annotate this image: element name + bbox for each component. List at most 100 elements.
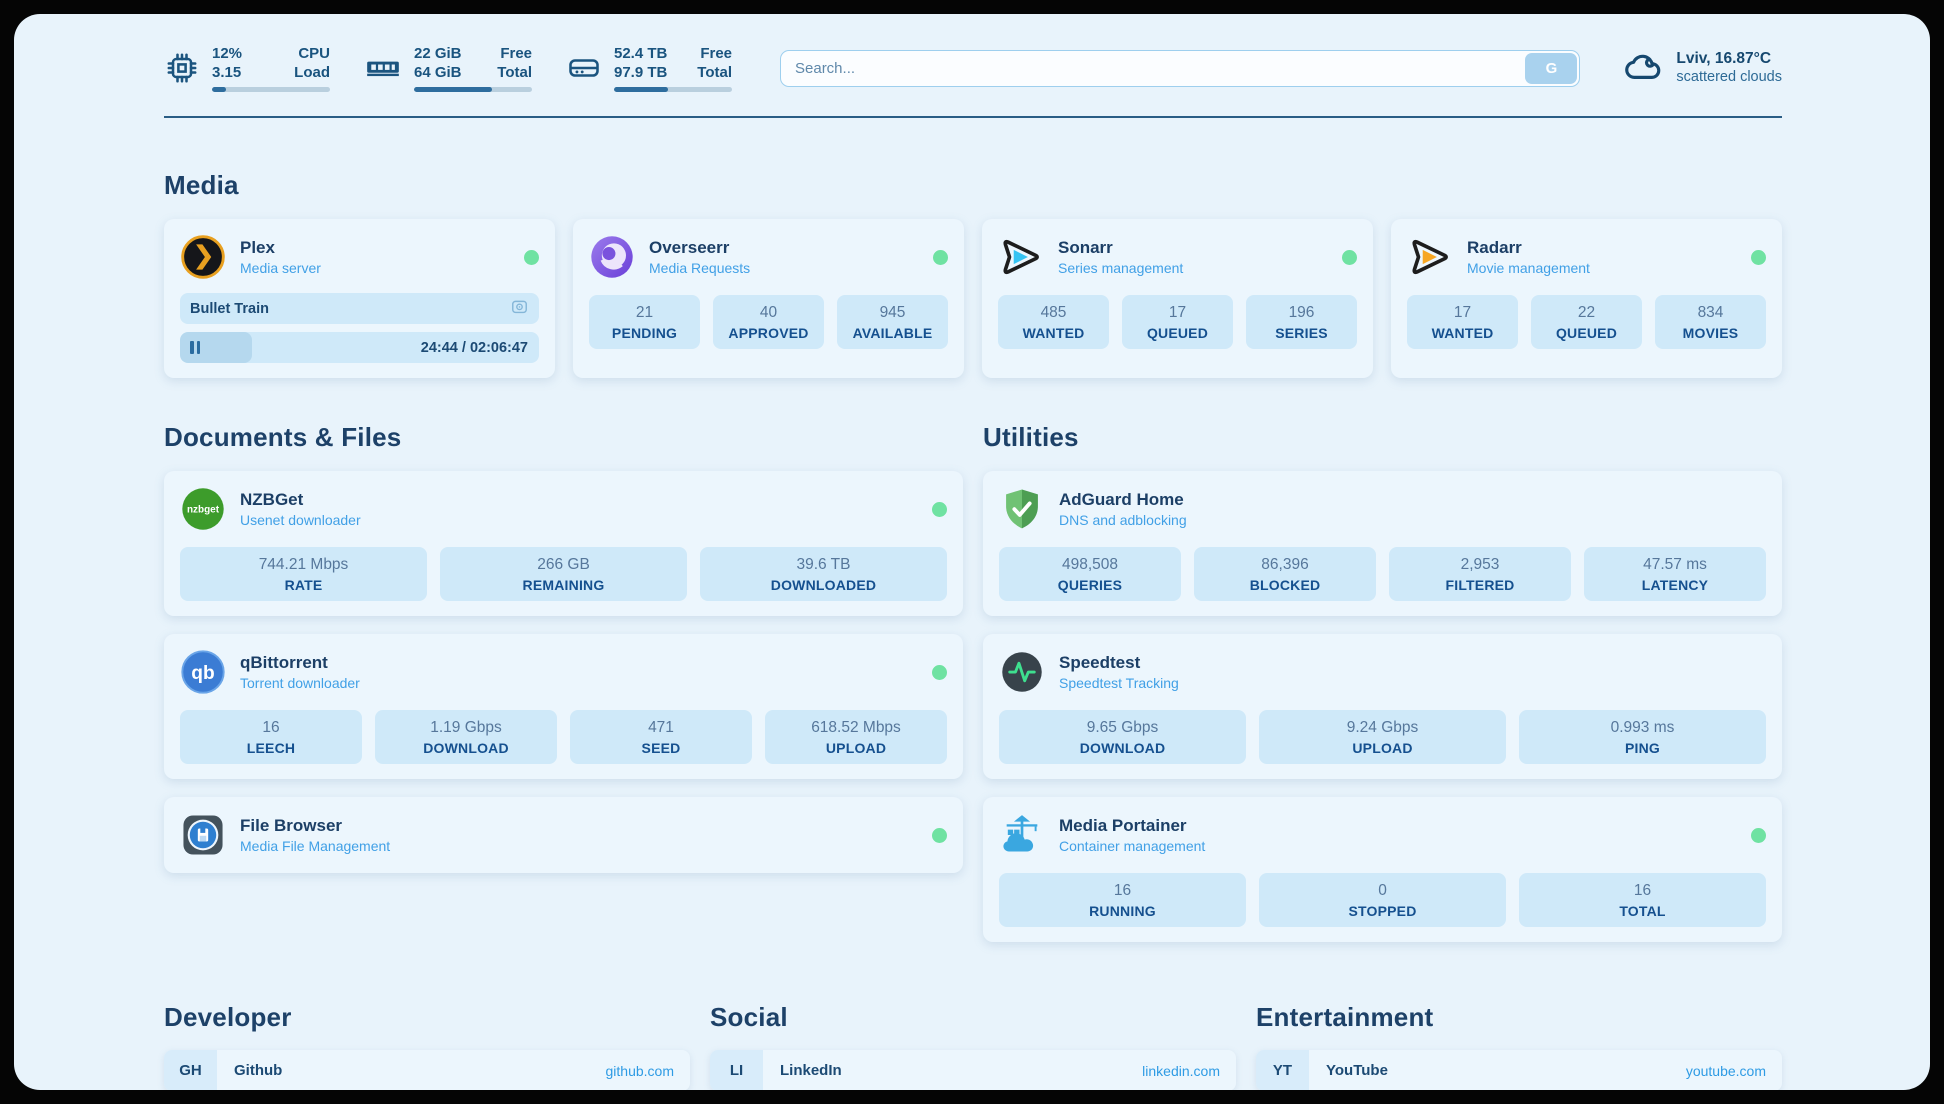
stat-value: 471 — [648, 719, 674, 736]
link-url: linkedin.com — [1142, 1062, 1220, 1079]
stat-value: 618.52 Mbps — [811, 719, 901, 736]
stat-label: PENDING — [611, 325, 678, 341]
status-dot — [1751, 249, 1766, 265]
stat-pill: 1.19 Gbps DOWNLOAD — [375, 710, 557, 764]
status-dot — [932, 664, 947, 680]
plex-card[interactable]: Plex Media server Bullet Train — [164, 219, 555, 378]
app-subtitle: Torrent downloader — [240, 675, 360, 691]
adguard-card[interactable]: AdGuard Home DNS and adblocking 498,508 … — [983, 471, 1782, 616]
status-dot — [524, 249, 539, 265]
stat-label: UPLOAD — [1352, 740, 1413, 756]
section-social: Social LI LinkedIn linkedin.com TW Twitt… — [710, 1002, 1236, 1090]
app-title: Radarr — [1467, 238, 1522, 257]
stat-label: RUNNING — [1089, 903, 1156, 919]
stat-label: LEECH — [246, 740, 296, 756]
adguard-icon — [999, 486, 1045, 532]
sonarr-card[interactable]: Sonarr Series management 485 WANTED 17 Q… — [982, 219, 1373, 378]
now-playing-title: Bullet Train — [190, 300, 269, 317]
search-engine-button[interactable]: G — [1525, 52, 1578, 84]
topbar-divider — [164, 116, 1782, 118]
stat-pill: 16 TOTAL — [1519, 873, 1766, 927]
app-subtitle: Media File Management — [240, 838, 391, 854]
filebrowser-card[interactable]: File Browser Media File Management — [164, 797, 963, 873]
stat-label: DOWNLOAD — [1079, 740, 1166, 756]
app-subtitle: Series management — [1058, 260, 1184, 276]
status-dot — [1342, 249, 1357, 265]
stat-pill: 86,396 BLOCKED — [1194, 547, 1376, 601]
playback-played-segment — [180, 332, 252, 363]
stat-value: 16 — [1633, 882, 1652, 899]
disk-total-label: Total — [697, 64, 732, 81]
stat-pill: 196 SERIES — [1246, 295, 1357, 349]
weather-widget: Lviv, 16.87°C scattered clouds — [1622, 45, 1782, 92]
ram-stat: 22 GiB 64 GiB Free Total — [364, 44, 532, 92]
stat-value: 17 — [1453, 304, 1472, 321]
link-linkedin[interactable]: LI LinkedIn linkedin.com — [710, 1050, 1236, 1090]
topbar: 12% 3.15 CPU Load — [164, 44, 1782, 92]
nzbget-icon: nzbget — [180, 486, 226, 532]
search-bar: G — [780, 49, 1581, 87]
qbittorrent-card[interactable]: qb qBittorrent Torrent downloader — [164, 634, 963, 779]
stat-label: QUEUED — [1146, 325, 1209, 341]
speedtest-card[interactable]: Speedtest Speedtest Tracking 9.65 Gbps D… — [983, 634, 1782, 779]
ram-icon — [364, 49, 402, 87]
stat-value: 16 — [262, 719, 280, 736]
stat-pill: 16 LEECH — [180, 710, 362, 764]
cpu-usage-value: 12% — [212, 45, 243, 62]
link-github[interactable]: GH Github github.com — [164, 1050, 690, 1090]
playback-progress: 24:44 / 02:06:47 — [180, 332, 539, 363]
weather-condition: scattered clouds — [1676, 69, 1782, 85]
stat-value: 266 GB — [537, 556, 590, 573]
stat-value: 498,508 — [1061, 556, 1119, 573]
section-documents: Documents & Files nzbget — [164, 422, 963, 873]
stat-label: REMAINING — [522, 577, 605, 593]
stat-label: BLOCKED — [1249, 577, 1321, 593]
ram-free-value: 22 GiB — [414, 45, 462, 62]
link-url: github.com — [605, 1062, 674, 1079]
overseerr-card[interactable]: Overseerr Media Requests 21 PENDING 40 A… — [573, 219, 964, 378]
ram-free-label: Free — [500, 45, 532, 62]
weather-location-temp: Lviv, 16.87°C — [1676, 50, 1772, 67]
status-dot — [932, 501, 947, 517]
utilities-section-title: Utilities — [983, 422, 1079, 452]
link-youtube[interactable]: YT YouTube youtube.com — [1256, 1050, 1782, 1090]
app-title: NZBGet — [240, 490, 304, 509]
link-tag: GH — [164, 1050, 217, 1090]
stat-pill: 498,508 QUERIES — [999, 547, 1181, 601]
stat-label: SERIES — [1275, 325, 1328, 341]
app-title: Sonarr — [1058, 238, 1113, 257]
stat-value: 0 — [1378, 882, 1387, 899]
ram-progress-fill — [414, 87, 492, 92]
entertainment-section-title: Entertainment — [1256, 1002, 1434, 1032]
pause-icon — [190, 341, 194, 354]
cpu-load-value: 3.15 — [212, 64, 242, 81]
radarr-card[interactable]: Radarr Movie management 17 WANTED 22 QUE… — [1391, 219, 1782, 378]
stat-label: MOVIES — [1682, 325, 1739, 341]
stat-value: 47.57 ms — [1643, 556, 1707, 573]
link-url: youtube.com — [1685, 1062, 1766, 1079]
portainer-card[interactable]: Media Portainer Container management 16 … — [983, 797, 1782, 942]
stat-value: 196 — [1288, 304, 1315, 321]
stat-value: 22 — [1577, 304, 1596, 321]
stat-pill: 485 WANTED — [998, 295, 1109, 349]
stat-pill: 834 MOVIES — [1655, 295, 1766, 349]
stat-value: 834 — [1697, 304, 1724, 321]
app-subtitle: Usenet downloader — [240, 512, 361, 528]
stat-pill: 9.65 Gbps DOWNLOAD — [999, 710, 1246, 764]
stat-value: 744.21 Mbps — [258, 556, 349, 573]
disk-progress-fill — [614, 87, 669, 92]
link-name: LinkedIn — [780, 1062, 842, 1079]
stat-pill: 16 RUNNING — [999, 873, 1246, 927]
cloud-icon — [1622, 45, 1664, 92]
search-input[interactable] — [780, 49, 1581, 87]
disk-free-value: 52.4 TB — [614, 45, 668, 62]
section-media: Media Plex Media server — [164, 170, 1782, 378]
stat-value: 86,396 — [1261, 556, 1309, 573]
stat-value: 39.6 TB — [796, 556, 851, 573]
stat-value: 17 — [1168, 304, 1187, 321]
stat-pill: 17 WANTED — [1407, 295, 1518, 349]
stat-pill: 0 STOPPED — [1259, 873, 1506, 927]
nzbget-card[interactable]: nzbget NZBGet Usenet downloader 74 — [164, 471, 963, 616]
disk-icon — [566, 50, 602, 86]
stat-pill: 618.52 Mbps UPLOAD — [765, 710, 947, 764]
